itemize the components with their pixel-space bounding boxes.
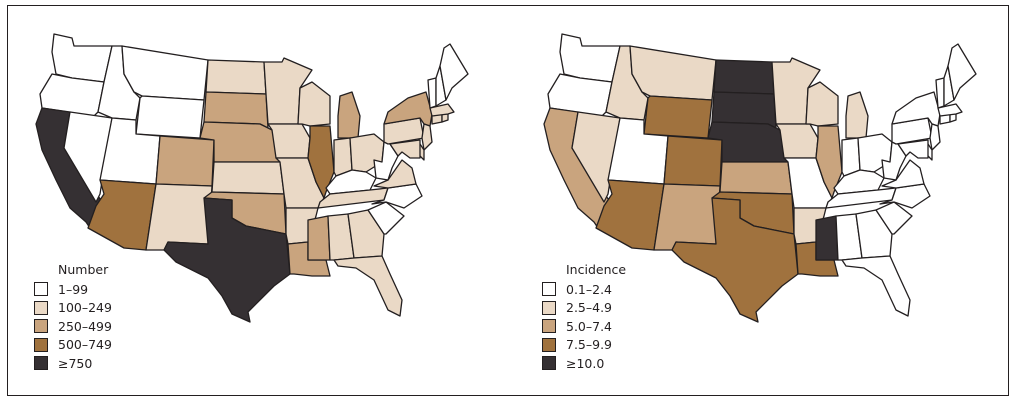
legend-swatch <box>542 319 556 334</box>
state-mi <box>337 91 361 139</box>
legend-label: 7.5–9.9 <box>566 337 613 353</box>
state-ma <box>429 103 455 117</box>
legend-swatch <box>34 319 48 334</box>
state-nj <box>929 123 941 151</box>
legend-title: Incidence <box>566 262 627 277</box>
state-tx <box>163 197 291 323</box>
state-vt <box>935 77 945 109</box>
state-wa <box>559 33 621 83</box>
state-fl <box>841 255 911 317</box>
state-sc <box>875 201 913 235</box>
state-ga <box>855 209 893 259</box>
state-in <box>841 137 861 177</box>
state-ma <box>937 103 963 117</box>
state-md <box>389 139 421 159</box>
state-wy <box>135 95 205 139</box>
state-vt <box>427 77 437 109</box>
legend-label: 2.5–4.9 <box>566 300 613 316</box>
state-nc <box>879 183 931 209</box>
state-me <box>947 43 977 101</box>
state-ks <box>211 161 285 195</box>
legend-item: 500–749 <box>34 336 112 355</box>
legend-swatch <box>34 337 48 352</box>
legend-label: 500–749 <box>58 337 112 353</box>
state-in <box>333 137 353 177</box>
legend-item: 0.1–2.4 <box>542 280 626 299</box>
state-wi <box>805 81 839 127</box>
legend-swatch <box>34 300 48 315</box>
state-nm <box>653 183 721 251</box>
state-ms <box>815 215 839 261</box>
legend-item: 100–249 <box>34 299 112 318</box>
legend-swatch <box>34 356 48 371</box>
legend-label: 250–499 <box>58 318 112 334</box>
state-wy <box>643 95 713 139</box>
state-nd <box>713 59 775 95</box>
state-nj <box>421 123 433 151</box>
legend-swatch <box>34 282 48 297</box>
state-fl <box>333 255 403 317</box>
state-tx <box>671 197 799 323</box>
state-co <box>155 135 215 187</box>
state-nd <box>205 59 267 95</box>
state-mt <box>121 45 209 101</box>
legend-item: ≥10.0 <box>542 354 626 373</box>
state-mi <box>845 91 869 139</box>
state-ga <box>347 209 385 259</box>
state-ms <box>307 215 331 261</box>
state-mt <box>629 45 717 101</box>
legend-label: 100–249 <box>58 300 112 316</box>
legend-item: 5.0–7.4 <box>542 317 626 336</box>
legend-swatch <box>542 337 556 352</box>
state-md <box>897 139 929 159</box>
legend-label: 1–99 <box>58 281 89 297</box>
legend-item: 1–99 <box>34 280 112 299</box>
legend-label: ≥10.0 <box>566 355 605 371</box>
state-or <box>547 73 613 117</box>
legend-swatch <box>542 356 556 371</box>
state-ks <box>719 161 793 195</box>
map-panel-incidence: Incidence 0.1–2.4 2.5–4.9 5.0–7.4 7.5–9.… <box>520 12 1010 392</box>
legend-title: Number <box>58 262 109 277</box>
state-nm <box>145 183 213 251</box>
state-wa <box>51 33 113 83</box>
legend-number: Number 1–99 100–249 250–499 500–749 ≥750 <box>34 262 112 373</box>
state-co <box>663 135 723 187</box>
state-wi <box>297 81 331 127</box>
state-nc <box>371 183 423 209</box>
state-or <box>39 73 105 117</box>
legend-swatch <box>542 300 556 315</box>
us-map-incidence <box>543 33 977 323</box>
legend-label: 0.1–2.4 <box>566 281 613 297</box>
state-sc <box>367 201 405 235</box>
legend-item: 250–499 <box>34 317 112 336</box>
legend-swatch <box>542 282 556 297</box>
legend-item: 7.5–9.9 <box>542 336 626 355</box>
legend-label: 5.0–7.4 <box>566 318 613 334</box>
legend-label: ≥750 <box>58 355 93 371</box>
map-panel-number: Number 1–99 100–249 250–499 500–749 ≥750 <box>12 12 502 392</box>
legend-item: 2.5–4.9 <box>542 299 626 318</box>
state-me <box>439 43 469 101</box>
legend-incidence: Incidence 0.1–2.4 2.5–4.9 5.0–7.4 7.5–9.… <box>542 262 626 373</box>
us-map-number <box>35 33 469 323</box>
legend-item: ≥750 <box>34 354 112 373</box>
